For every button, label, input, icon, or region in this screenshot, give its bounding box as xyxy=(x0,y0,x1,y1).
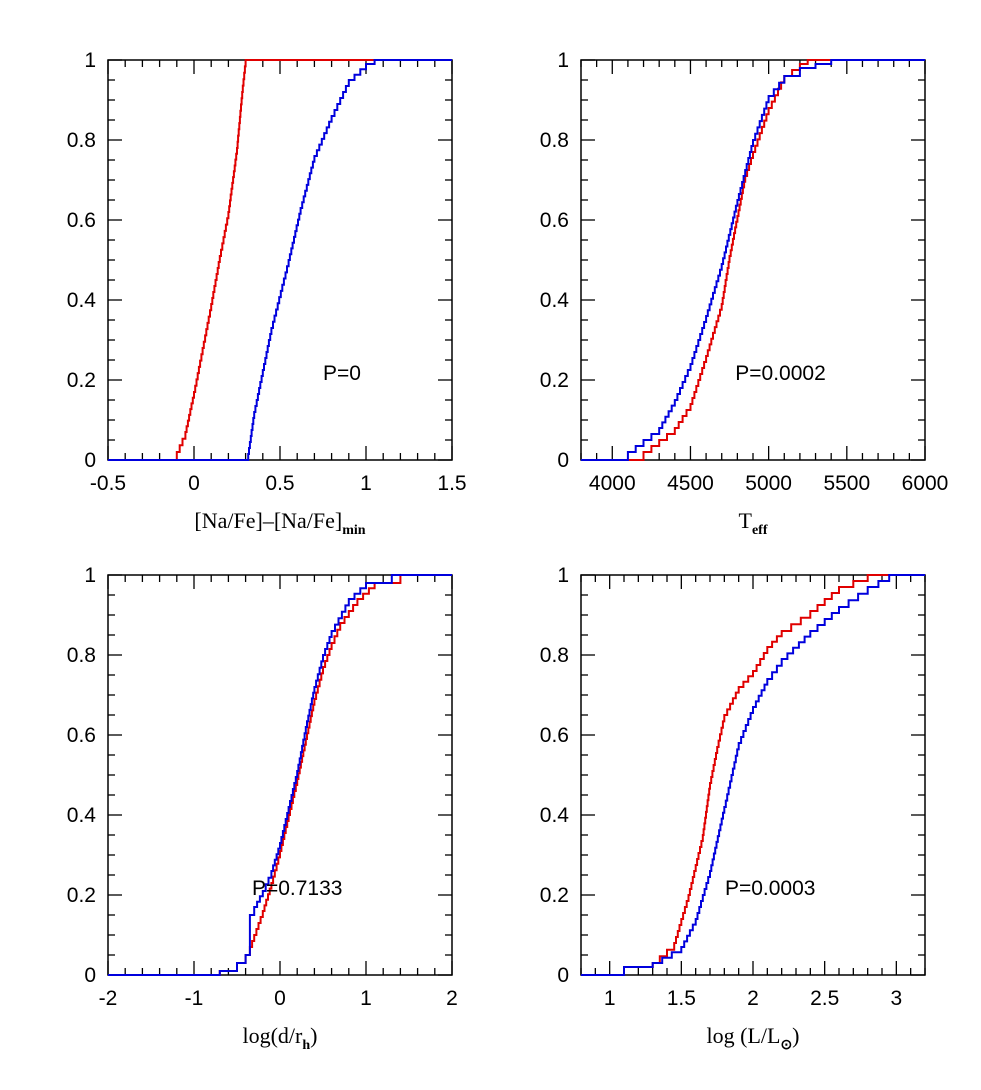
x-tick-label: 0 xyxy=(274,987,286,1010)
y-tick-label: 0.2 xyxy=(540,369,569,392)
x-axis-label: [Na/Fe]–[Na/Fe]min xyxy=(194,508,365,538)
plot-frame xyxy=(580,59,926,461)
blue-cdf-line xyxy=(108,59,452,461)
panel-log-d-rh: -2 -1 0 1 2 0 0.2 0.4 0.6 0.8 1 P=0.7133 log(d/rh) xyxy=(67,564,458,1053)
y-tick-label: 0.6 xyxy=(67,724,96,747)
x-tick-label: 0 xyxy=(188,472,200,495)
blue-cdf-line xyxy=(581,59,925,461)
panel-log-l-lsun: 1 1.5 2 2.5 3 0 0.2 0.4 0.6 0.8 1 P=0.0003 log (L/L⊙… xyxy=(540,564,926,1053)
panel-na-fe: -0.5 0 0.5 1 1.500.20.40.60.81P=0[Na/Fe]–[Na… xyxy=(67,49,467,538)
x-tick-label: 5500 xyxy=(823,472,870,495)
x-tick-label: 2 xyxy=(747,987,759,1010)
panel-teff: 4000 4500 5000 5500 6000 0 0.2 0.4 0.6 0.8 1 P=0.00… xyxy=(540,49,949,538)
x-tick-label: -2 xyxy=(99,987,118,1010)
y-tick-label: 0.2 xyxy=(67,884,96,907)
y-tick-label: 0.8 xyxy=(67,129,96,152)
x-tick-label: 0.5 xyxy=(265,472,294,495)
plot-frame xyxy=(107,59,453,461)
plot-frame xyxy=(107,574,453,976)
p-value-annotation: P=0.0002 xyxy=(735,362,826,385)
x-tick-label: -0.5 xyxy=(90,472,126,495)
y-tick-label: 0.6 xyxy=(67,209,96,232)
p-value-annotation: P=0 xyxy=(323,362,361,385)
x-tick-label: 4000 xyxy=(589,472,636,495)
x-tick-label: 3 xyxy=(890,987,902,1010)
y-tick-label: 1 xyxy=(557,564,569,587)
x-tick-label: 1 xyxy=(360,987,372,1010)
y-tick-label: 0 xyxy=(557,964,569,987)
y-tick-label: 0.8 xyxy=(540,644,569,667)
red-cdf-line xyxy=(108,59,452,461)
x-tick-label: 2.5 xyxy=(810,987,839,1010)
x-tick-label: 6000 xyxy=(902,472,949,495)
y-tick-label: 0.4 xyxy=(540,804,570,827)
red-cdf-line xyxy=(581,59,925,461)
p-value-annotation: P=0.0003 xyxy=(725,877,816,900)
y-tick-label: 0.8 xyxy=(67,644,96,667)
y-tick-label: 0.8 xyxy=(540,129,569,152)
red-cdf-line xyxy=(108,574,452,976)
x-tick-label: 1 xyxy=(604,987,616,1010)
y-tick-label: 0.4 xyxy=(67,289,97,312)
y-tick-label: 0 xyxy=(557,449,569,472)
y-tick-label: 0.6 xyxy=(540,724,569,747)
y-tick-label: 1 xyxy=(84,564,96,587)
red-cdf-line xyxy=(581,574,925,976)
x-axis-label: Teff xyxy=(739,508,768,538)
y-tick-label: 0.2 xyxy=(540,884,569,907)
plot-frame xyxy=(580,574,926,976)
y-tick-label: 0 xyxy=(84,964,96,987)
y-tick-label: 0.6 xyxy=(540,209,569,232)
x-tick-label: 2 xyxy=(446,987,458,1010)
x-axis-label: log (L/L⊙) xyxy=(707,1023,800,1053)
x-tick-label: 5000 xyxy=(745,472,792,495)
x-tick-label: 1 xyxy=(360,472,372,495)
y-tick-label: 0.4 xyxy=(67,804,97,827)
y-tick-label: 0.4 xyxy=(540,289,570,312)
y-tick-label: 0 xyxy=(84,449,96,472)
blue-cdf-line xyxy=(108,574,452,976)
y-tick-label: 0.2 xyxy=(67,369,96,392)
x-tick-label: 1.5 xyxy=(667,987,696,1010)
y-tick-label: 1 xyxy=(557,49,569,72)
blue-cdf-line xyxy=(581,574,925,976)
x-tick-label: -1 xyxy=(185,987,204,1010)
p-value-annotation: P=0.7133 xyxy=(252,877,343,900)
x-tick-label: 4500 xyxy=(667,472,714,495)
x-axis-label: log(d/rh) xyxy=(242,1023,317,1053)
y-tick-label: 1 xyxy=(84,49,96,72)
x-tick-label: 1.5 xyxy=(437,472,466,495)
